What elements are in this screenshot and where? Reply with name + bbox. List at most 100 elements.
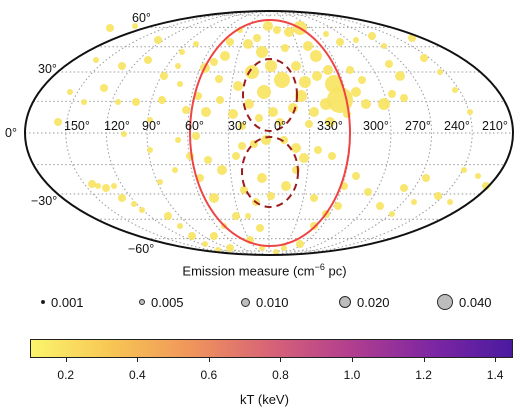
source-point	[256, 46, 268, 58]
colorbar-tick	[280, 358, 282, 362]
source-point	[209, 193, 219, 203]
source-point	[201, 107, 211, 117]
lon-label-270: 270°	[405, 119, 431, 133]
source-point	[175, 63, 181, 69]
source-point	[164, 212, 172, 220]
source-point	[320, 98, 332, 110]
source-point	[244, 99, 254, 109]
source-point	[358, 76, 366, 84]
colorbar-tick	[137, 358, 139, 362]
source-point	[175, 137, 181, 143]
source-point	[144, 56, 152, 64]
source-point	[245, 65, 259, 79]
source-point	[118, 194, 126, 202]
lon-label-90: 90°	[142, 119, 161, 133]
lat-label-60: 60°	[132, 11, 151, 25]
source-point	[309, 107, 319, 117]
colorbar-tick-label: 1.2	[415, 368, 432, 382]
source-point	[299, 76, 311, 88]
source-point	[288, 103, 298, 113]
source-point	[389, 211, 395, 217]
source-point	[268, 107, 278, 117]
source-point	[111, 183, 117, 189]
source-point	[305, 120, 313, 128]
size-legend-item: 0.005	[139, 294, 184, 310]
source-point	[267, 192, 275, 200]
size-legend-item: 0.001	[41, 294, 84, 310]
source-point	[274, 72, 290, 88]
meridian-line	[146, 10, 270, 256]
lon-label-60: 60°	[185, 119, 204, 133]
source-point	[284, 27, 294, 37]
lat-label-0: 0°	[5, 126, 17, 140]
source-point	[378, 98, 390, 110]
source-point	[314, 146, 322, 154]
lat-label-minus-60: −60°	[128, 242, 155, 256]
source-point	[303, 41, 313, 51]
source-point	[273, 249, 279, 255]
source-point	[193, 41, 199, 47]
size-legend-item: 0.010	[241, 294, 289, 310]
source-point	[323, 65, 333, 75]
source-point	[475, 173, 481, 179]
size-marker	[339, 296, 351, 308]
source-point	[139, 207, 145, 213]
source-point	[118, 62, 126, 70]
source-point	[154, 36, 162, 44]
map-frame	[24, 10, 514, 256]
source-point	[381, 43, 387, 49]
source-point	[328, 152, 336, 160]
source-point	[336, 38, 344, 46]
source-point	[281, 44, 289, 52]
source-point	[132, 98, 140, 106]
source-point	[226, 244, 234, 252]
source-point	[310, 194, 318, 202]
source-point	[291, 61, 301, 71]
source-point	[132, 23, 138, 29]
source-point	[395, 71, 405, 81]
source-point	[245, 213, 251, 219]
source-point	[217, 165, 227, 175]
source-point	[420, 54, 428, 62]
source-point	[257, 173, 267, 183]
source-point	[281, 181, 291, 191]
source-point	[243, 39, 253, 49]
source-point	[216, 96, 224, 104]
source-point	[204, 156, 212, 164]
meridian-line	[65, 10, 270, 256]
source-point	[447, 199, 453, 205]
source-point	[158, 96, 166, 104]
source-point	[81, 99, 87, 105]
source-point	[461, 167, 467, 173]
source-point	[422, 174, 430, 182]
size-marker	[41, 300, 45, 304]
source-point	[202, 241, 208, 247]
source-point	[131, 201, 137, 207]
lat-label-30: 30°	[38, 62, 57, 76]
source-point	[346, 66, 354, 74]
source-point	[179, 49, 185, 55]
source-point	[353, 37, 359, 43]
source-point	[228, 109, 238, 119]
source-point	[177, 223, 183, 229]
south-lobe-outline	[241, 136, 299, 208]
source-point	[233, 81, 243, 91]
source-point	[95, 183, 101, 189]
source-point	[323, 31, 329, 37]
source-point	[364, 188, 372, 196]
source-point	[295, 90, 307, 102]
source-point	[255, 114, 263, 122]
colorbar-tick-label: 1.4	[486, 368, 504, 382]
source-point	[238, 122, 246, 130]
source-point	[100, 84, 108, 92]
source-point	[263, 21, 273, 31]
meridian-line	[268, 10, 473, 256]
source-point	[385, 60, 393, 68]
colorbar-tick	[352, 358, 353, 362]
size-label: 0.001	[51, 294, 84, 310]
source-point	[210, 58, 218, 66]
source-point	[296, 240, 304, 248]
source-point	[411, 199, 417, 205]
meridian-line	[187, 10, 270, 256]
size-legend-title: Emission measure (cm−6 pc)	[182, 262, 347, 279]
